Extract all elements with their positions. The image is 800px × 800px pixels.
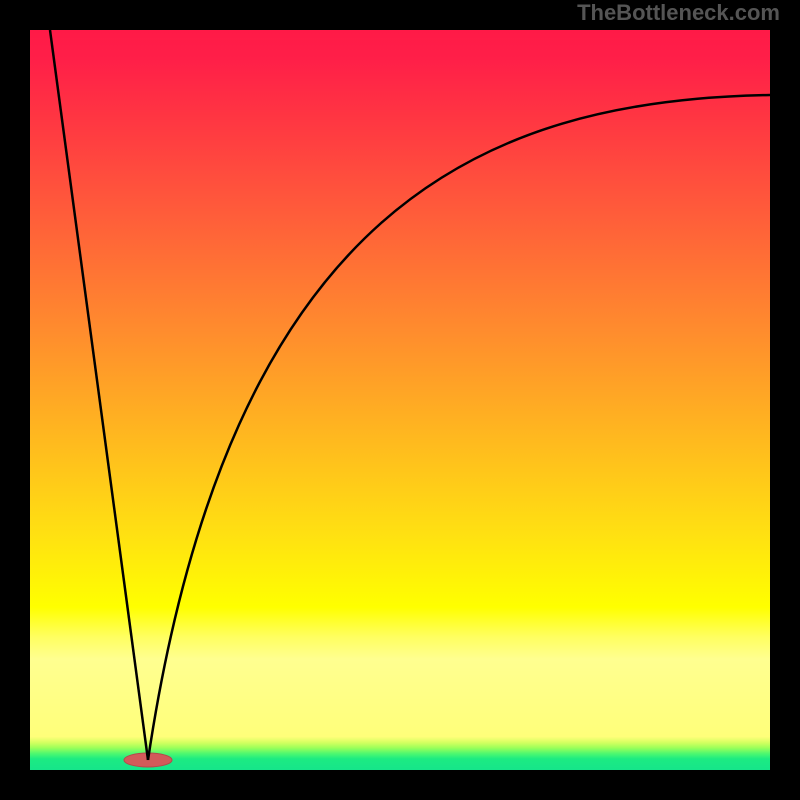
border-left bbox=[0, 0, 30, 800]
border-right bbox=[770, 0, 800, 800]
border-bottom bbox=[0, 770, 800, 800]
attribution-text: TheBottleneck.com bbox=[577, 0, 780, 26]
chart-wrapper: TheBottleneck.com bbox=[0, 0, 800, 800]
plot-background bbox=[30, 30, 770, 770]
bottleneck-chart bbox=[0, 0, 800, 800]
